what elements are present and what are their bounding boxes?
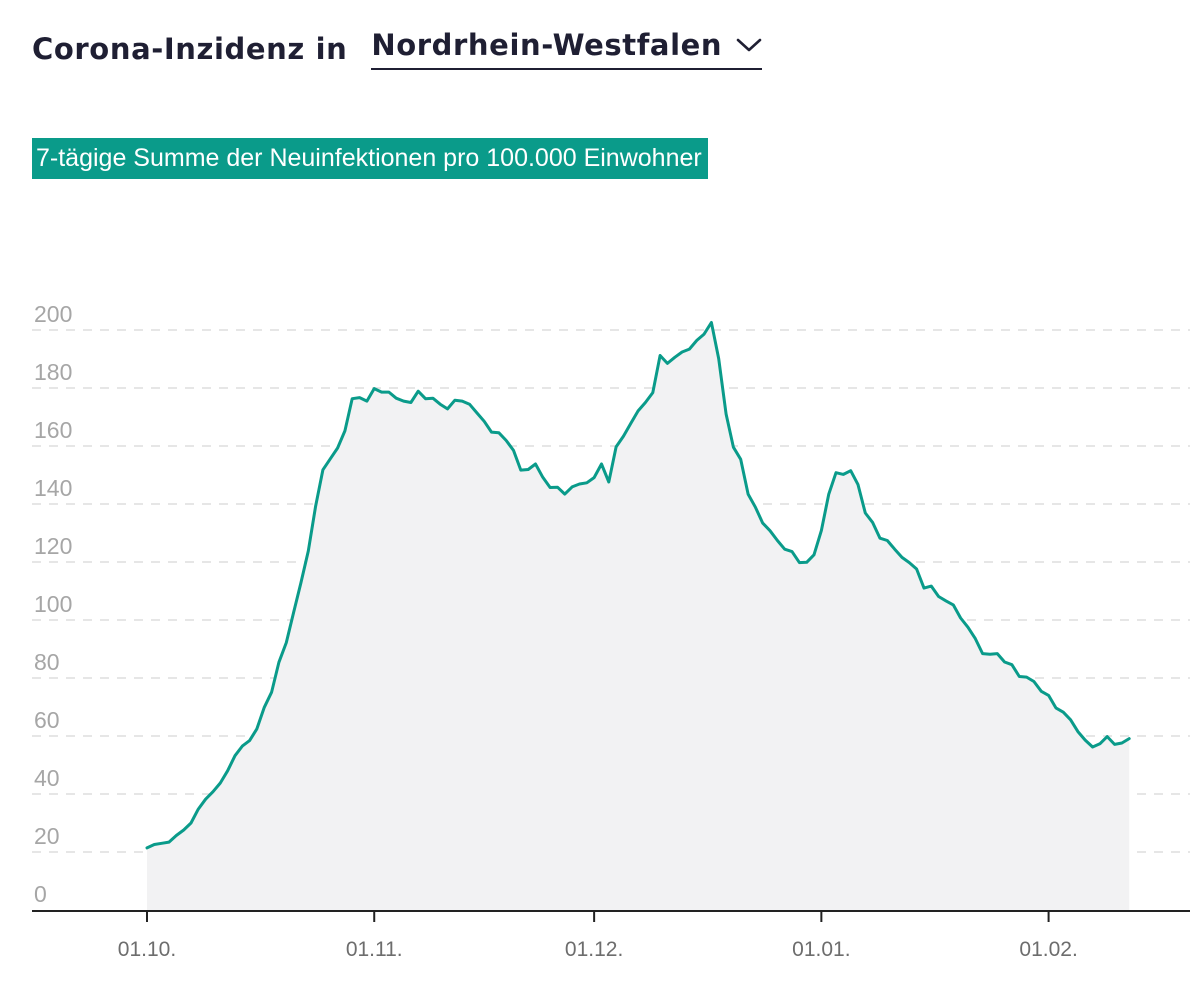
chevron-down-icon bbox=[736, 38, 762, 52]
chart-subtitle: 7-tägige Summe der Neuinfektionen pro 10… bbox=[32, 138, 708, 179]
y-tick-label: 100 bbox=[34, 591, 72, 617]
y-tick-label: 140 bbox=[34, 475, 72, 501]
y-tick-label: 20 bbox=[34, 823, 60, 849]
y-tick-label: 80 bbox=[34, 649, 60, 675]
region-select[interactable]: Nordrhein-Westfalen bbox=[371, 28, 763, 70]
y-tick-label: 0 bbox=[34, 881, 47, 907]
x-tick-label: 01.01. bbox=[792, 938, 850, 961]
region-select-value: Nordrhein-Westfalen bbox=[371, 28, 723, 62]
y-tick-label: 60 bbox=[34, 707, 60, 733]
y-tick-label: 200 bbox=[34, 301, 72, 327]
header-label: Corona-Inzidenz in bbox=[32, 32, 348, 66]
x-tick-label: 01.11. bbox=[346, 938, 403, 961]
y-tick-label: 180 bbox=[34, 359, 72, 385]
chart-header: Corona-Inzidenz in Nordrhein-Westfalen bbox=[32, 28, 763, 78]
incidence-area bbox=[147, 322, 1130, 910]
y-tick-label: 160 bbox=[34, 417, 72, 443]
incidence-line bbox=[145, 321, 1131, 850]
x-tick-label: 01.12. bbox=[565, 938, 623, 961]
y-axis-ticks: 0 20 40 60 80 100 120 140 160 180 200 bbox=[34, 301, 72, 907]
x-axis-ticks: 01.10. 01.11. 01.12. 01.01. 01.02. bbox=[118, 911, 1078, 961]
x-tick-label: 01.10. bbox=[118, 938, 176, 961]
x-tick-label: 01.02. bbox=[1019, 938, 1077, 961]
y-tick-label: 120 bbox=[34, 533, 72, 559]
y-tick-label: 40 bbox=[34, 765, 60, 791]
